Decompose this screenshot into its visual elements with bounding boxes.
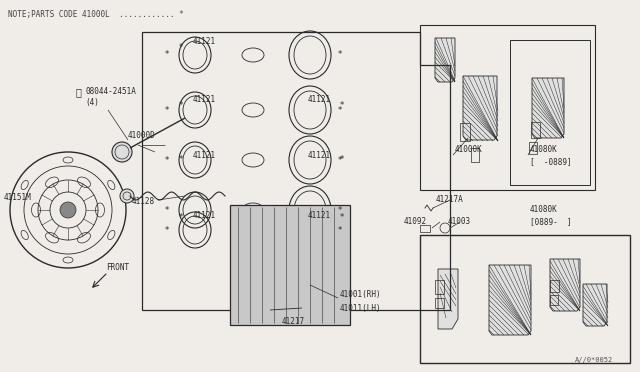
Text: 41121: 41121 (193, 151, 216, 160)
Text: *: * (179, 155, 183, 164)
Text: 41217A: 41217A (436, 196, 464, 205)
Bar (420, 225, 430, 232)
Text: A//0*0052: A//0*0052 (575, 357, 613, 363)
Text: 41217: 41217 (282, 317, 305, 327)
Text: *: * (165, 225, 169, 234)
Bar (550, 280, 559, 292)
Text: *: * (338, 155, 342, 164)
Bar (550, 295, 558, 305)
Text: (4): (4) (85, 99, 99, 108)
Polygon shape (583, 284, 607, 326)
Text: 41092: 41092 (404, 218, 427, 227)
Text: 41121: 41121 (308, 151, 331, 160)
Text: *: * (338, 205, 342, 215)
Text: *: * (165, 51, 169, 60)
Circle shape (120, 189, 134, 203)
Polygon shape (489, 265, 531, 335)
Bar (531, 122, 540, 138)
Text: 41000D: 41000D (128, 131, 156, 140)
Text: 41121: 41121 (308, 211, 331, 219)
Text: 41001(RH): 41001(RH) (340, 291, 381, 299)
Text: *: * (340, 101, 344, 110)
Text: [0889-  ]: [0889- ] (530, 218, 572, 227)
Text: *: * (340, 213, 344, 222)
Polygon shape (532, 78, 564, 138)
Text: 41151M: 41151M (4, 193, 32, 202)
Text: 41121: 41121 (193, 211, 216, 219)
Text: 41128: 41128 (132, 198, 155, 206)
Text: 41011(LH): 41011(LH) (340, 304, 381, 312)
Text: 41121: 41121 (308, 96, 331, 105)
Text: *: * (338, 51, 342, 60)
Bar (471, 148, 479, 162)
Text: 08044-2451A: 08044-2451A (85, 87, 136, 96)
Text: 41003: 41003 (448, 218, 471, 227)
Bar (435, 298, 444, 308)
Text: *: * (179, 213, 183, 222)
Bar (435, 280, 444, 294)
Text: *: * (179, 101, 183, 110)
Text: *: * (338, 225, 342, 234)
Text: *: * (338, 106, 342, 115)
Bar (420, 235, 630, 363)
Text: *: * (165, 205, 169, 215)
Bar (529, 142, 537, 154)
Circle shape (112, 142, 132, 162)
Text: *: * (179, 43, 183, 52)
Text: 41121: 41121 (193, 38, 216, 46)
Polygon shape (550, 259, 580, 311)
Bar (460, 123, 470, 141)
Text: 41121: 41121 (193, 96, 216, 105)
Bar (510, 40, 590, 185)
Text: 41080K: 41080K (530, 145, 557, 154)
Text: Ⓑ: Ⓑ (75, 87, 81, 97)
Text: *: * (340, 155, 344, 164)
Text: FRONT: FRONT (106, 263, 129, 273)
Bar (230, 205, 350, 325)
Text: [  -0889]: [ -0889] (530, 157, 572, 167)
Text: NOTE;PARTS CODE 41000L  ............ *: NOTE;PARTS CODE 41000L ............ * (8, 10, 184, 19)
Text: *: * (165, 106, 169, 115)
Polygon shape (438, 269, 458, 329)
Circle shape (60, 202, 76, 218)
Bar (420, 25, 595, 190)
Text: *: * (165, 155, 169, 164)
Polygon shape (435, 38, 455, 82)
Text: 41080K: 41080K (530, 205, 557, 215)
Polygon shape (463, 76, 497, 140)
Text: 41000K: 41000K (455, 145, 483, 154)
